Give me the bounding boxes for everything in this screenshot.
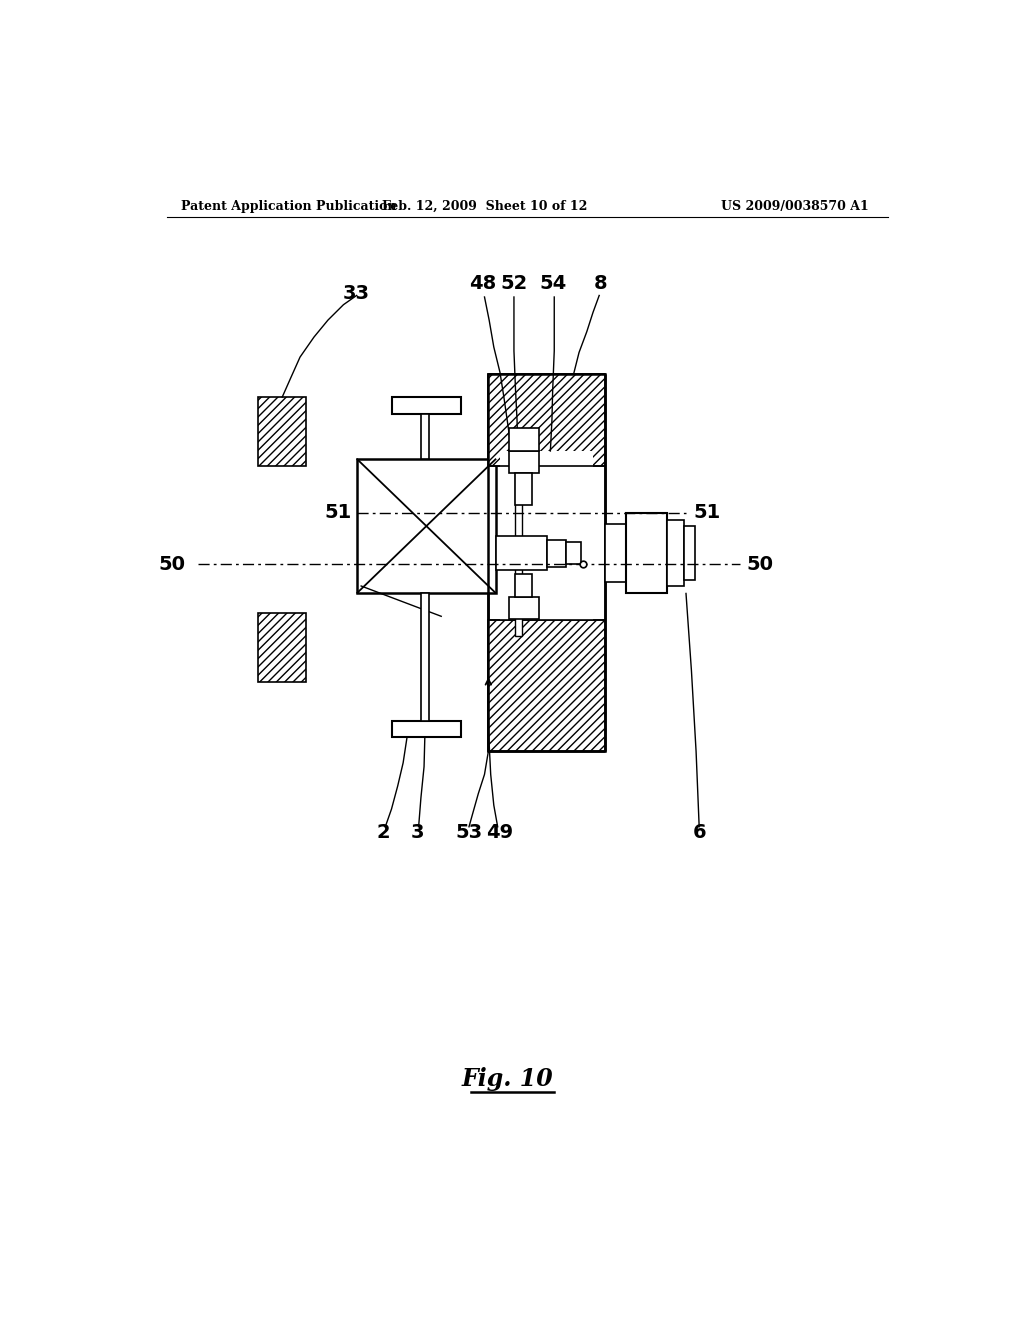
Bar	[421, 594, 429, 721]
Text: 54: 54	[539, 273, 566, 293]
Bar	[509, 598, 539, 619]
Text: 50: 50	[746, 554, 773, 574]
Bar	[515, 473, 531, 506]
Text: 33: 33	[343, 284, 370, 302]
Bar	[515, 574, 531, 598]
Bar	[496, 536, 547, 570]
Text: 50: 50	[159, 554, 185, 574]
Text: Feb. 12, 2009  Sheet 10 of 12: Feb. 12, 2009 Sheet 10 of 12	[382, 199, 587, 213]
Bar	[488, 374, 604, 751]
Bar	[488, 620, 604, 751]
Text: Patent Application Publication: Patent Application Publication	[180, 199, 396, 213]
Text: 6: 6	[693, 822, 707, 842]
Bar	[509, 428, 539, 451]
Bar	[627, 512, 667, 594]
Text: Fig. 10: Fig. 10	[462, 1067, 554, 1090]
Bar	[258, 612, 306, 682]
Text: 49: 49	[486, 822, 514, 842]
Text: 8: 8	[594, 273, 607, 293]
Bar	[391, 721, 461, 738]
Bar	[604, 524, 627, 582]
Text: 2: 2	[377, 822, 390, 842]
Text: 51: 51	[325, 503, 352, 523]
Bar	[391, 397, 461, 414]
Text: 53: 53	[456, 822, 482, 842]
Bar	[667, 520, 684, 586]
Bar	[488, 374, 604, 466]
Bar	[258, 397, 306, 466]
Bar	[421, 414, 429, 459]
Bar	[684, 527, 695, 581]
Bar	[500, 451, 593, 620]
Bar	[566, 541, 582, 564]
Bar	[515, 451, 521, 636]
Text: 48: 48	[469, 273, 497, 293]
Text: US 2009/0038570 A1: US 2009/0038570 A1	[721, 199, 869, 213]
Text: 51: 51	[693, 503, 721, 523]
Bar	[509, 451, 539, 473]
Text: 52: 52	[501, 273, 527, 293]
Bar	[356, 459, 496, 594]
Text: 3: 3	[411, 822, 424, 842]
Bar	[547, 540, 566, 566]
